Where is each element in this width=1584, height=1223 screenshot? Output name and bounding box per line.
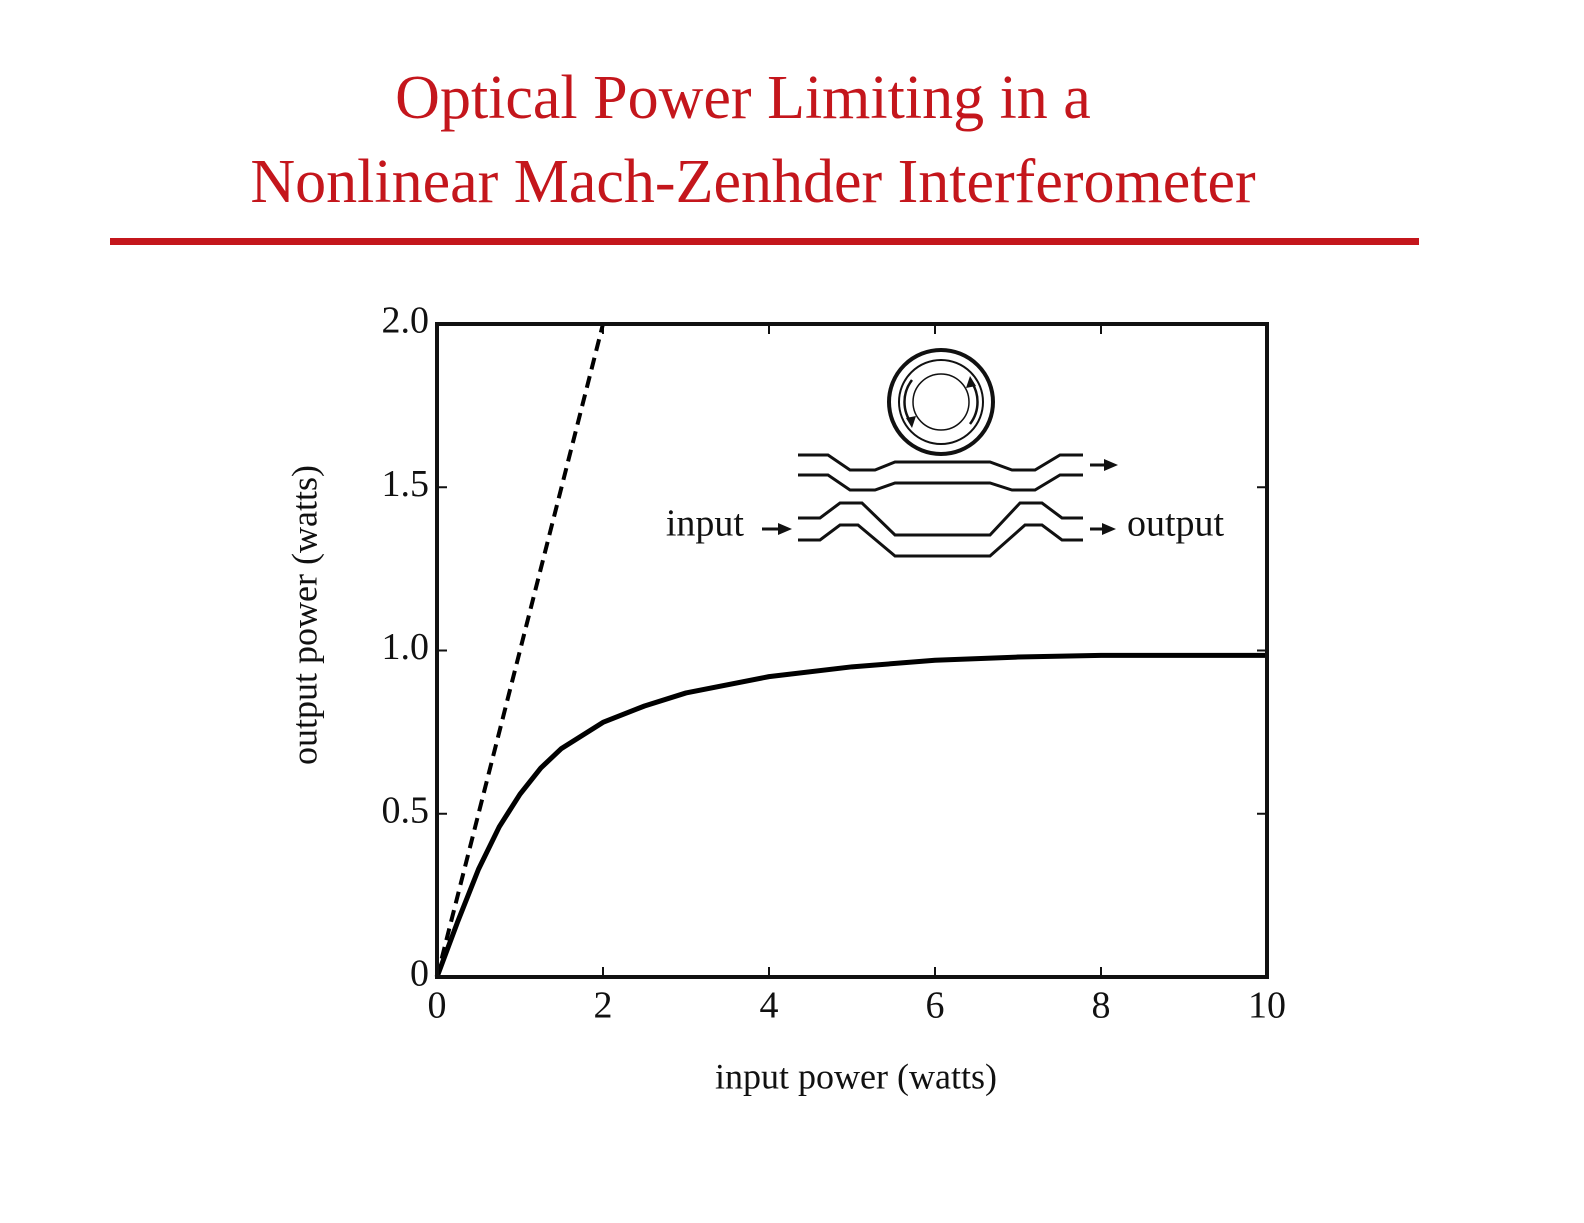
title-rule (110, 238, 1419, 245)
arrow (778, 523, 792, 535)
y-tick-label: 0.5 (382, 789, 430, 831)
annotation: input (666, 503, 745, 545)
y-tick-label: 0 (410, 953, 429, 995)
data-line (434, 652, 1267, 978)
x-tick-label: 0 (428, 985, 447, 1027)
chart-title: Optical Power Limiting in a (395, 64, 1091, 132)
y-tick-label: 2.0 (382, 300, 430, 342)
annotation: output (1127, 503, 1225, 545)
y-tick-label: 1.5 (382, 463, 430, 505)
ring (912, 373, 970, 431)
y-tick-label: 1.0 (382, 626, 430, 668)
x-tick-label: 2 (594, 985, 613, 1027)
waveguide (798, 453, 1083, 472)
chart-title: Nonlinear Mach-Zenhder Interferometer (250, 148, 1256, 216)
data-line (435, 323, 605, 978)
waveguide (798, 501, 1083, 537)
plot-frame (435, 322, 1269, 979)
x-tick-label: 10 (1248, 985, 1286, 1027)
ring (887, 348, 995, 456)
arrow (1102, 523, 1116, 535)
waveguide (798, 523, 1083, 558)
y-axis-label: output power (watts) (284, 465, 324, 765)
ring (898, 359, 984, 445)
ring-arrow (906, 416, 916, 428)
waveguide (798, 473, 1083, 492)
arrow (1104, 459, 1118, 471)
x-tick-label: 6 (926, 985, 945, 1027)
ring-arrow (966, 376, 976, 388)
x-tick-label: 8 (1092, 985, 1111, 1027)
x-axis-label: input power (watts) (715, 1056, 997, 1096)
inset-diagram: input output (666, 348, 1225, 558)
x-tick-label: 4 (760, 985, 779, 1027)
